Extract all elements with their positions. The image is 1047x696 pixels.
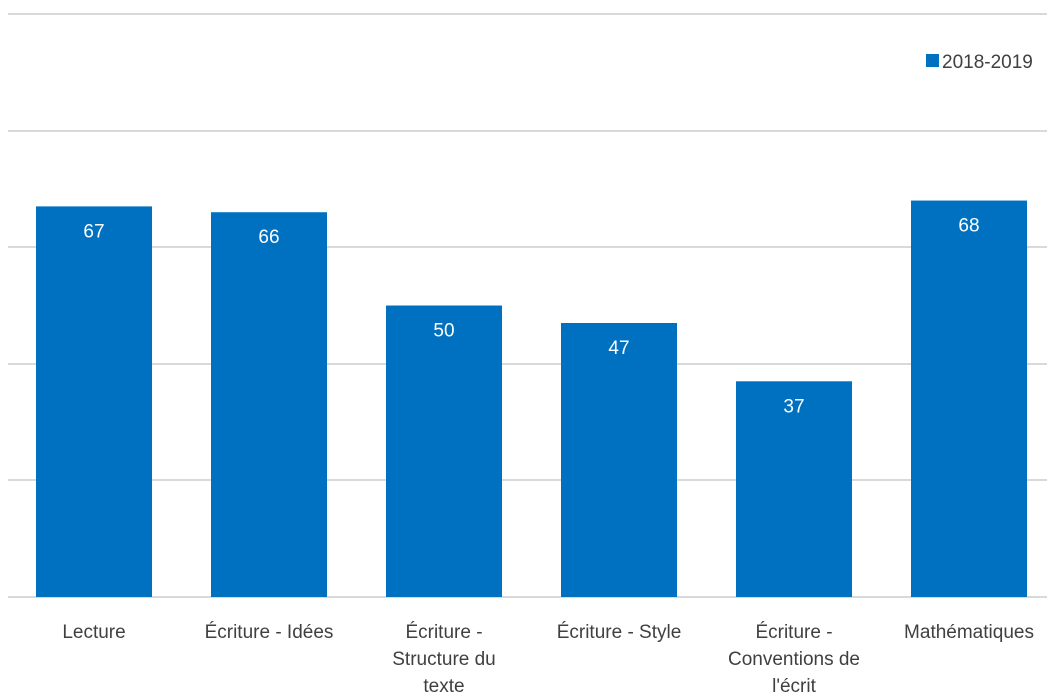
data-label-3: 47 [608,338,629,359]
x-tick-label-2-line-0: Écriture - [405,622,482,643]
x-tick-label-3-line-0: Écriture - Style [557,622,682,643]
x-tick-labels: Lecture Écriture - Idées Écriture - Structu… [62,622,1034,696]
bar-2[interactable] [386,305,502,598]
x-tick-label-4: Écriture - Conventions de l'écrit [728,622,860,696]
x-tick-label-5-line-0: Mathématiques [904,622,1034,643]
x-tick-label-4-line-0: Écriture - [755,622,832,643]
x-tick-label-3: Écriture - Style [557,622,682,643]
x-tick-label-4-line-1: Conventions de [728,649,860,670]
x-tick-label-0-line-0: Lecture [62,622,125,643]
bar-4[interactable] [736,381,852,597]
bar-1[interactable] [211,212,327,597]
gridlines [8,13,1047,598]
bar-3[interactable] [561,322,677,597]
legend-label-2018-2019: 2018-2019 [942,52,1033,73]
bars [36,200,1027,598]
x-tick-label-1: Écriture - Idées [205,622,334,643]
bar-0[interactable] [36,206,152,597]
data-label-1: 66 [258,227,279,248]
x-tick-label-2-line-1: Structure du [392,649,496,670]
x-tick-label-0: Lecture [62,622,125,643]
data-label-4: 37 [783,396,804,417]
data-label-0: 67 [83,221,104,242]
x-tick-label-5: Mathématiques [904,622,1034,643]
data-label-5: 68 [958,216,979,237]
data-label-2: 50 [433,321,454,342]
data-labels: 67 66 50 47 37 68 [83,216,979,418]
x-tick-label-2: Écriture - Structure du texte [392,622,496,696]
legend-swatch-2018-2019 [926,54,939,67]
bar-5[interactable] [911,200,1027,597]
x-tick-label-2-line-2: texte [423,676,464,696]
legend[interactable]: 2018-2019 [926,52,1033,73]
x-tick-label-1-line-0: Écriture - Idées [205,622,334,643]
x-tick-label-4-line-2: l'écrit [772,676,816,696]
